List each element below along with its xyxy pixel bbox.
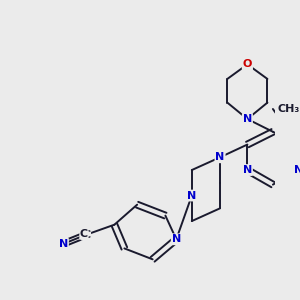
- Text: N: N: [294, 165, 300, 175]
- Text: N: N: [172, 234, 181, 244]
- Text: C: C: [80, 229, 88, 239]
- Text: N: N: [187, 190, 196, 201]
- Text: O: O: [243, 59, 252, 69]
- Text: N: N: [243, 165, 252, 175]
- Text: N: N: [243, 114, 252, 124]
- Text: N: N: [59, 239, 68, 249]
- Text: C: C: [82, 230, 90, 240]
- Text: N: N: [215, 152, 225, 162]
- Text: CH₃: CH₃: [277, 104, 299, 114]
